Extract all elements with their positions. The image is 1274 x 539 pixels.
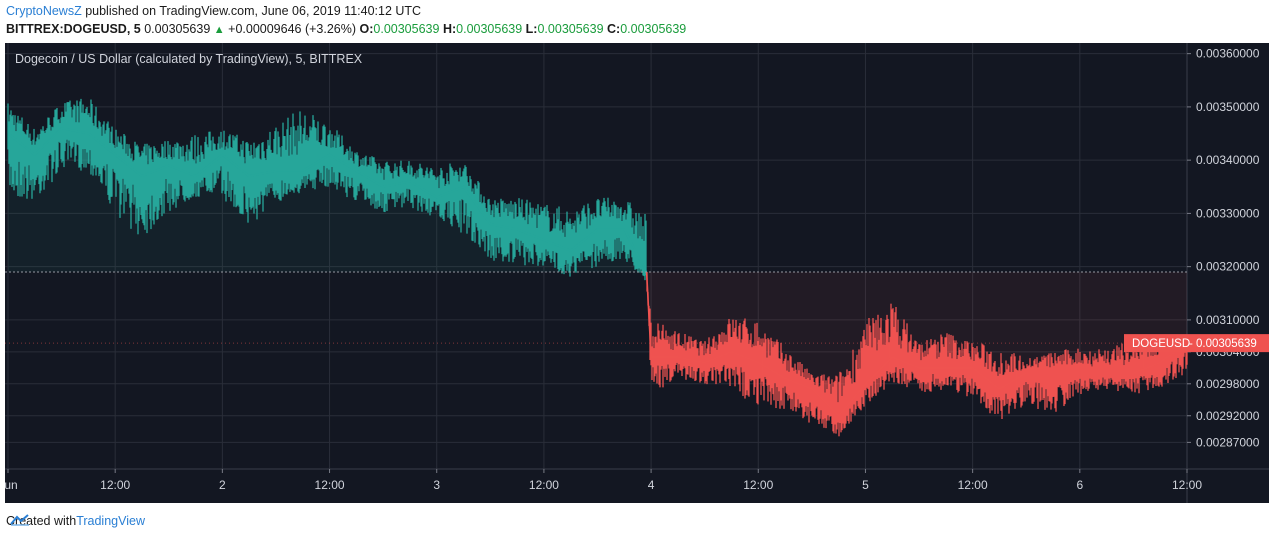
high-value: 0.00305639: [456, 22, 523, 36]
x-tick-label: 12:00: [1172, 478, 1202, 492]
x-tick-label: 2: [219, 478, 226, 492]
open-value: 0.00305639: [373, 22, 440, 36]
tradingview-logo-icon: [10, 514, 29, 526]
series-band-up: [7, 98, 648, 281]
x-tick-label: 12:00: [100, 478, 130, 492]
y-tick-label: 0.00330000: [1196, 206, 1260, 220]
current-price: 0.00305639: [144, 22, 211, 36]
low-value: 0.00305639: [537, 22, 604, 36]
tradingview-link[interactable]: TradingView: [76, 514, 145, 528]
symbol-info: BITTREX:DOGEUSD, 5 0.00305639 ▲ +0.00009…: [6, 22, 686, 36]
series-area-fill: [8, 128, 647, 272]
y-tick-label: 0.00320000: [1196, 260, 1260, 274]
x-tick-label: 12:00: [958, 478, 988, 492]
chart-panel[interactable]: 0.00360000 0.00350000 0.00340000 0.00330000…: [5, 43, 1269, 503]
x-tick-label: Jun: [5, 478, 18, 492]
x-tick-label: 12:00: [529, 478, 559, 492]
open-label: O:: [359, 22, 374, 36]
up-arrow-icon: ▲: [213, 24, 225, 36]
y-tick-label: 0.00292000: [1196, 409, 1260, 423]
footer: Created with TradingView: [6, 514, 145, 528]
x-tick-label: 6: [1076, 478, 1083, 492]
y-tick-label: 0.00287000: [1196, 435, 1260, 449]
time-axis: Jun 12:00 2 12:00 3 12:00 4 12:00 5 12:00 6 12:00: [5, 469, 1202, 492]
x-tick-label: 4: [648, 478, 655, 492]
x-tick-label: 5: [862, 478, 869, 492]
x-tick-label: 12:00: [743, 478, 773, 492]
y-tick-label: 0.00350000: [1196, 100, 1260, 114]
publisher-name[interactable]: CryptoNewsZ: [6, 4, 82, 18]
x-tick-label: 12:00: [315, 478, 345, 492]
series-line: [645, 271, 1188, 417]
symbol-label: BITTREX:DOGEUSD, 5: [6, 22, 141, 36]
x-tick-label: 3: [433, 478, 440, 492]
high-label: H:: [442, 22, 457, 36]
chart-title: Dogecoin / US Dollar (calculated by Trad…: [15, 52, 363, 66]
price-change: +0.00009646 (+3.26%): [228, 22, 357, 36]
y-tick-label: 0.00298000: [1196, 377, 1260, 391]
series-line: [7, 127, 648, 273]
low-label: L:: [525, 22, 538, 36]
y-tick-label: 0.00340000: [1196, 153, 1260, 167]
publish-info: CryptoNewsZ published on TradingView.com…: [6, 4, 421, 18]
y-tick-label: 0.00310000: [1196, 313, 1260, 327]
last-price-tag: [1124, 334, 1269, 353]
close-label: C:: [607, 22, 621, 36]
series-area-fill: [646, 272, 1187, 416]
symbol-tag-label: DOGEUSD: [1132, 338, 1190, 350]
published-text: published on TradingView.com, June 06, 2…: [81, 4, 422, 18]
price-chart[interactable]: 0.00360000 0.00350000 0.00340000 0.00330000…: [5, 43, 1269, 503]
price-axis: 0.00360000 0.00350000 0.00340000 0.00330000…: [1187, 47, 1260, 449]
y-tick-label: 0.00360000: [1196, 47, 1260, 61]
close-value: 0.00305639: [620, 22, 687, 36]
last-price-tag-label: - 0.00305639: [1189, 338, 1257, 350]
